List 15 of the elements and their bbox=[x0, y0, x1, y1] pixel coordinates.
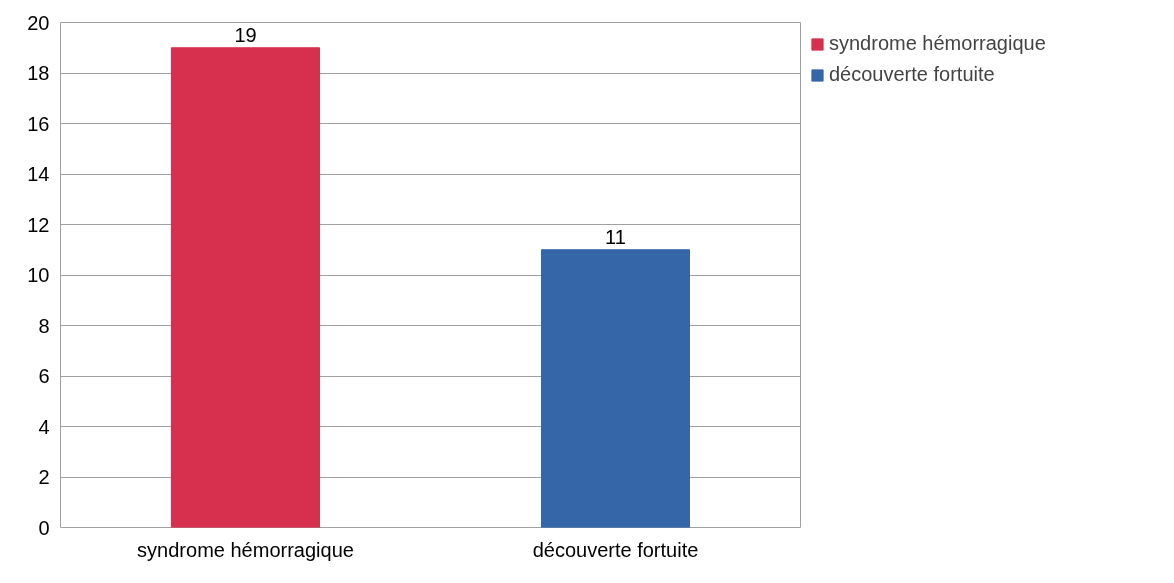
y-tick-label: 8 bbox=[38, 314, 50, 337]
legend-label: découverte fortuite bbox=[829, 63, 995, 86]
y-tick-label: 18 bbox=[27, 62, 50, 84]
data-label: 19 bbox=[234, 23, 257, 46]
legend-label: syndrome hémorragique bbox=[829, 32, 1046, 55]
y-tick-label: 10 bbox=[27, 264, 50, 286]
y-tick-label: 16 bbox=[27, 112, 50, 135]
y-tick-label: 2 bbox=[38, 466, 50, 488]
y-tick-label: 20 bbox=[27, 11, 50, 34]
y-tick-label: 12 bbox=[27, 213, 50, 236]
y-tick-label: 6 bbox=[38, 365, 50, 387]
y-tick-label: 4 bbox=[38, 415, 50, 438]
y-tick-label: 14 bbox=[27, 163, 50, 185]
data-label: 11 bbox=[605, 225, 626, 248]
y-tick-label: 0 bbox=[38, 516, 50, 539]
